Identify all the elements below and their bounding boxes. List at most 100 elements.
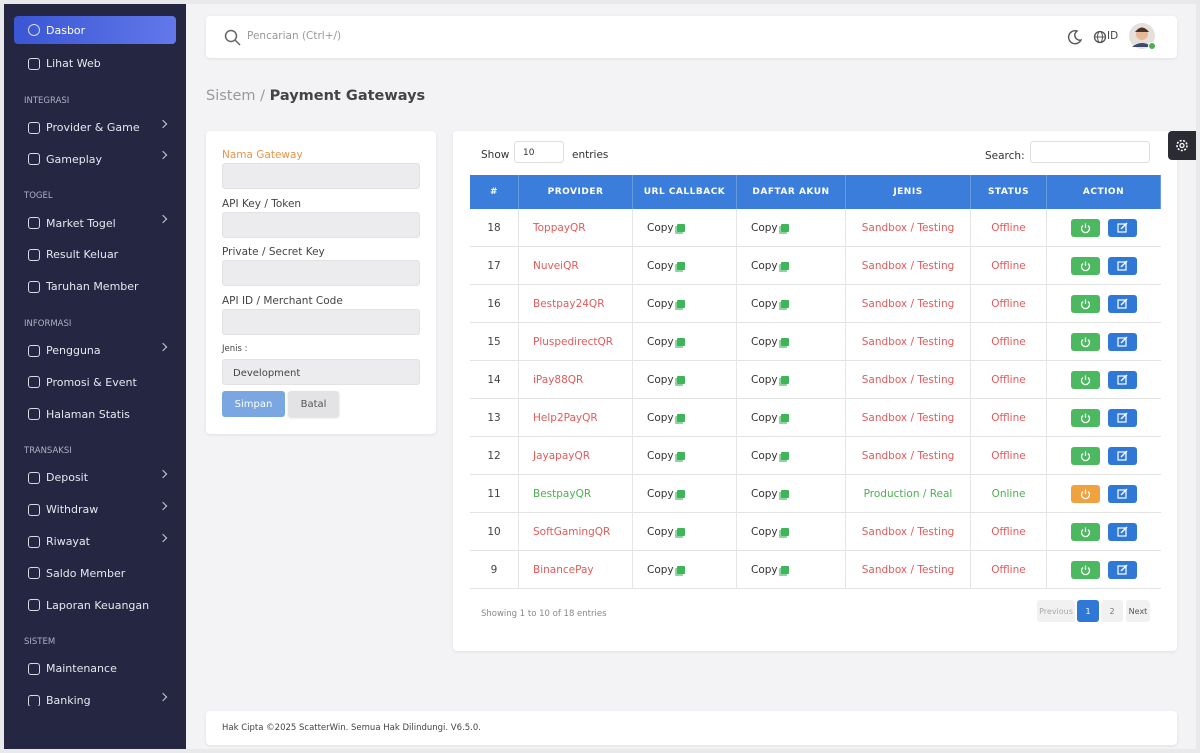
toggle-button[interactable] xyxy=(1071,561,1100,579)
select[interactable]: Development xyxy=(222,359,420,385)
column-header[interactable]: PROVIDER xyxy=(519,175,633,209)
provider[interactable]: PluspedirectQR xyxy=(533,336,614,348)
copy-button[interactable]: Copy xyxy=(647,412,685,424)
copy-text[interactable]: Copy xyxy=(647,222,674,234)
copy-button[interactable]: Copy xyxy=(647,336,685,348)
nav-item[interactable]: Market Togel xyxy=(4,207,186,239)
nav-item[interactable]: Result Keluar xyxy=(4,239,186,271)
edit-button[interactable] xyxy=(1108,485,1137,503)
copy-text[interactable]: Copy xyxy=(751,526,778,538)
copy-text[interactable]: Copy xyxy=(647,488,674,500)
toggle-button[interactable] xyxy=(1071,447,1100,465)
edit-button[interactable] xyxy=(1108,219,1137,237)
nav-item[interactable]: Riwayat xyxy=(4,526,186,558)
provider[interactable]: NuveiQR xyxy=(533,260,579,272)
provider[interactable]: BinancePay xyxy=(533,564,594,576)
copy-button[interactable]: Copy xyxy=(751,412,789,424)
copy-button[interactable]: Copy xyxy=(647,526,685,538)
column-header[interactable]: JENIS xyxy=(846,175,971,209)
copy-button[interactable]: Copy xyxy=(751,298,789,310)
nav-item[interactable]: Pengguna xyxy=(4,335,186,367)
field-input[interactable] xyxy=(222,163,420,189)
page-size-select[interactable]: 10 xyxy=(514,141,564,163)
next-button[interactable]: Next xyxy=(1126,600,1150,622)
avatar[interactable] xyxy=(1129,23,1157,51)
provider[interactable]: Help2PayQR xyxy=(533,412,598,424)
edit-button[interactable] xyxy=(1108,257,1137,275)
toggle-button[interactable] xyxy=(1071,295,1100,313)
settings-button[interactable] xyxy=(1168,131,1196,160)
copy-text[interactable]: Copy xyxy=(647,298,674,310)
nav-item[interactable]: Laporan Keuangan xyxy=(4,589,186,621)
cancel-button[interactable]: Batal xyxy=(288,391,339,417)
toggle-button[interactable] xyxy=(1071,485,1100,503)
copy-button[interactable]: Copy xyxy=(751,260,789,272)
copy-button[interactable]: Copy xyxy=(647,374,685,386)
edit-button[interactable] xyxy=(1108,371,1137,389)
copy-button[interactable]: Copy xyxy=(751,222,789,234)
column-header[interactable]: DAFTAR AKUN xyxy=(737,175,846,209)
copy-button[interactable]: Copy xyxy=(751,336,789,348)
copy-text[interactable]: Copy xyxy=(751,450,778,462)
copy-button[interactable]: Copy xyxy=(647,298,685,310)
copy-text[interactable]: Copy xyxy=(647,450,674,462)
nav-item[interactable]: Maintenance xyxy=(4,653,186,685)
copy-text[interactable]: Copy xyxy=(647,412,674,424)
copy-text[interactable]: Copy xyxy=(751,564,778,576)
copy-text[interactable]: Copy xyxy=(751,336,778,348)
edit-button[interactable] xyxy=(1108,295,1137,313)
nav-item[interactable]: Banking xyxy=(4,685,186,706)
toggle-button[interactable] xyxy=(1071,219,1100,237)
copy-button[interactable]: Copy xyxy=(647,564,685,576)
nav-item[interactable]: Lihat Web xyxy=(4,48,186,80)
column-header[interactable]: URL CALLBACK xyxy=(633,175,737,209)
save-button[interactable]: Simpan xyxy=(222,391,285,417)
toggle-button[interactable] xyxy=(1071,523,1100,541)
column-header[interactable]: ACTION xyxy=(1047,175,1161,209)
provider[interactable]: JayapayQR xyxy=(533,450,591,462)
nav-item[interactable]: Provider & Game xyxy=(4,112,186,144)
nav-item[interactable]: Saldo Member xyxy=(4,557,186,589)
edit-button[interactable] xyxy=(1108,561,1137,579)
edit-button[interactable] xyxy=(1108,409,1137,427)
field-input[interactable] xyxy=(222,308,420,335)
copy-button[interactable]: Copy xyxy=(647,450,685,462)
copy-button[interactable]: Copy xyxy=(751,526,789,538)
copy-text[interactable]: Copy xyxy=(751,298,778,310)
toggle-button[interactable] xyxy=(1071,333,1100,351)
toggle-button[interactable] xyxy=(1071,257,1100,275)
copy-text[interactable]: Copy xyxy=(751,374,778,386)
copy-button[interactable]: Copy xyxy=(751,374,789,386)
previous-button[interactable]: Previous xyxy=(1037,600,1075,622)
nav-item[interactable]: Deposit xyxy=(4,462,186,494)
column-header[interactable]: # xyxy=(470,175,519,209)
copy-button[interactable]: Copy xyxy=(647,488,685,500)
copy-text[interactable]: Copy xyxy=(647,374,674,386)
copy-button[interactable]: Copy xyxy=(647,222,685,234)
page-button[interactable]: 2 xyxy=(1101,600,1123,622)
column-header[interactable]: STATUS xyxy=(971,175,1047,209)
language[interactable]: ID xyxy=(1107,30,1119,42)
nav-item[interactable]: Withdraw xyxy=(4,494,186,526)
copy-text[interactable]: Copy xyxy=(751,222,778,234)
copy-button[interactable]: Copy xyxy=(751,564,789,576)
toggle-button[interactable] xyxy=(1071,371,1100,389)
theme-toggle[interactable] xyxy=(1066,29,1082,45)
copy-text[interactable]: Copy xyxy=(647,526,674,538)
copy-text[interactable]: Copy xyxy=(647,564,674,576)
copy-text[interactable]: Copy xyxy=(751,488,778,500)
edit-button[interactable] xyxy=(1108,447,1137,465)
search-input[interactable]: Pencarian (Ctrl+/) xyxy=(247,30,342,42)
copy-text[interactable]: Copy xyxy=(647,260,674,272)
nav-item[interactable]: Gameplay xyxy=(4,143,186,175)
copy-button[interactable]: Copy xyxy=(751,488,789,500)
edit-button[interactable] xyxy=(1108,523,1137,541)
copy-text[interactable]: Copy xyxy=(751,412,778,424)
breadcrumb-parent[interactable]: Sistem xyxy=(206,88,256,104)
edit-button[interactable] xyxy=(1108,333,1137,351)
provider[interactable]: SoftGamingQR xyxy=(533,526,611,538)
toggle-button[interactable] xyxy=(1071,409,1100,427)
copy-text[interactable]: Copy xyxy=(647,336,674,348)
field-input[interactable] xyxy=(222,260,420,286)
field-input[interactable] xyxy=(222,211,420,238)
